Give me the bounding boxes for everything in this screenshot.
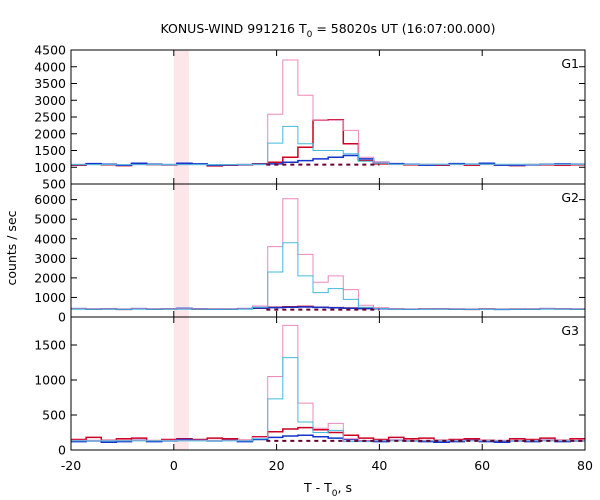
y-tick-label: 500 — [42, 177, 66, 192]
highlight-band — [173, 50, 189, 184]
plot-area: 50010001500200025003000350040004500G1010… — [34, 43, 593, 474]
y-tick-label: 2500 — [34, 110, 66, 125]
y-tick-label: 4000 — [34, 231, 66, 246]
hires-soft-series — [71, 125, 585, 166]
y-tick-label: 2000 — [34, 270, 66, 285]
y-tick-label: 3000 — [34, 93, 66, 108]
lowres-series-1 — [71, 426, 585, 442]
panel-g3: 0 500 1000 1500 G3 — [34, 316, 586, 458]
x-tick-label: -20 — [61, 458, 81, 473]
hires-total-series — [71, 59, 585, 166]
hires-soft-series — [71, 357, 585, 443]
series-group — [71, 324, 585, 444]
panel-label: G2 — [561, 190, 579, 205]
x-tick-label: 20 — [269, 458, 285, 473]
lowres-series-2 — [71, 434, 585, 444]
y-tick-label: 5000 — [34, 212, 66, 227]
y-tick-label: 3500 — [34, 76, 66, 91]
x-tick-label: 60 — [474, 458, 490, 473]
y-axis-label: counts / sec — [4, 210, 19, 285]
y-tick-label: 1000 — [34, 373, 66, 388]
hires-total-series — [71, 324, 585, 442]
x-axis-label: T - T0, s — [303, 480, 352, 499]
series-group — [71, 59, 585, 167]
panel-frame — [70, 316, 586, 451]
y-tick-label: 1500 — [34, 143, 66, 158]
y-tick-label: 4500 — [34, 43, 66, 58]
y-tick-label: 4000 — [34, 59, 66, 74]
highlight-band — [173, 317, 189, 450]
panel-label: G3 — [561, 323, 579, 338]
y-tick-label: 1500 — [34, 338, 66, 353]
highlight-band — [173, 184, 189, 317]
y-tick-label: 500 — [42, 408, 66, 423]
x-tick-label: 80 — [577, 458, 593, 473]
panel-label: G1 — [561, 56, 579, 71]
y-tick-label: 1000 — [34, 160, 66, 175]
x-tick-label: 0 — [170, 458, 178, 473]
hires-soft-series — [71, 242, 585, 310]
chart-title: KONUS-WIND 991216 T0 = 58020s UT (16:07:… — [160, 21, 495, 40]
x-tick-label: 40 — [371, 458, 387, 473]
y-tick-label: 2000 — [34, 126, 66, 141]
panel-frame — [70, 183, 586, 318]
y-tick-label: 0 — [58, 310, 66, 325]
y-tick-label: 0 — [58, 443, 66, 458]
y-tick-label: 3000 — [34, 251, 66, 266]
y-tick-label: 6000 — [34, 192, 66, 207]
series-group — [71, 198, 585, 311]
y-tick-label: 1000 — [34, 290, 66, 305]
panel-g2: 0 1000 2000 3000 4000 5000 6000 G2 — [34, 183, 586, 325]
